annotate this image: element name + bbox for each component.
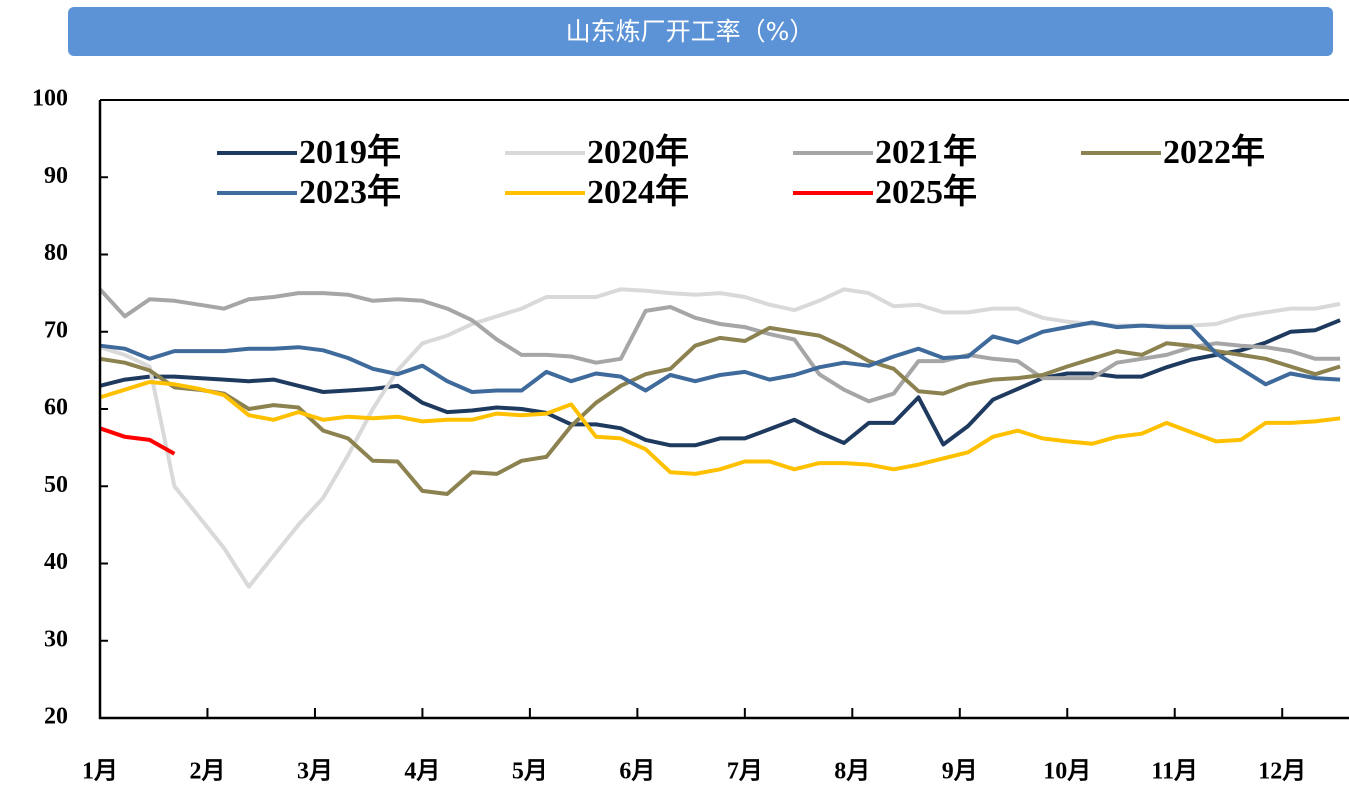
x-tick-label: 10月	[1043, 759, 1091, 785]
legend-label: 2021年	[875, 133, 977, 171]
y-tick-label: 50	[44, 472, 68, 498]
series-line	[99, 320, 1341, 394]
y-tick-label: 70	[44, 317, 68, 343]
chart-title: 山东炼厂开工率（%）	[566, 17, 815, 46]
x-tick-label: 1月	[82, 759, 118, 785]
x-tick-label: 2月	[189, 759, 225, 785]
y-tick-label: 40	[44, 549, 68, 575]
y-tick-label: 80	[44, 240, 68, 266]
y-tick-label: 30	[44, 626, 68, 652]
x-tick-label: 7月	[727, 759, 763, 785]
plot	[98, 287, 1341, 589]
title-bar	[68, 7, 1333, 56]
series-line	[98, 287, 1341, 404]
x-tick-label: 12月	[1258, 759, 1306, 785]
series-line	[99, 318, 1341, 448]
y-tick-label: 100	[32, 86, 68, 112]
legend-label: 2022年	[1163, 133, 1265, 171]
y-tick-label: 90	[44, 163, 68, 189]
series-line	[99, 380, 1341, 476]
x-tick-label: 6月	[619, 759, 655, 785]
legend-label: 2020年	[587, 133, 689, 171]
y-tick-label: 20	[44, 704, 68, 730]
x-tick-label: 5月	[512, 759, 548, 785]
x-tick-label: 9月	[942, 759, 978, 785]
y-tick-label: 60	[44, 395, 68, 421]
series-line	[99, 426, 176, 456]
legend-label: 2023年	[299, 173, 401, 211]
x-tick-label: 11月	[1151, 759, 1198, 785]
legend-label: 2024年	[587, 173, 689, 211]
legend-label: 2025年	[875, 173, 977, 211]
legend-label: 2019年	[299, 133, 401, 171]
x-tick-label: 3月	[297, 759, 333, 785]
x-tick-label: 8月	[834, 759, 870, 785]
x-tick-label: 4月	[404, 759, 440, 785]
